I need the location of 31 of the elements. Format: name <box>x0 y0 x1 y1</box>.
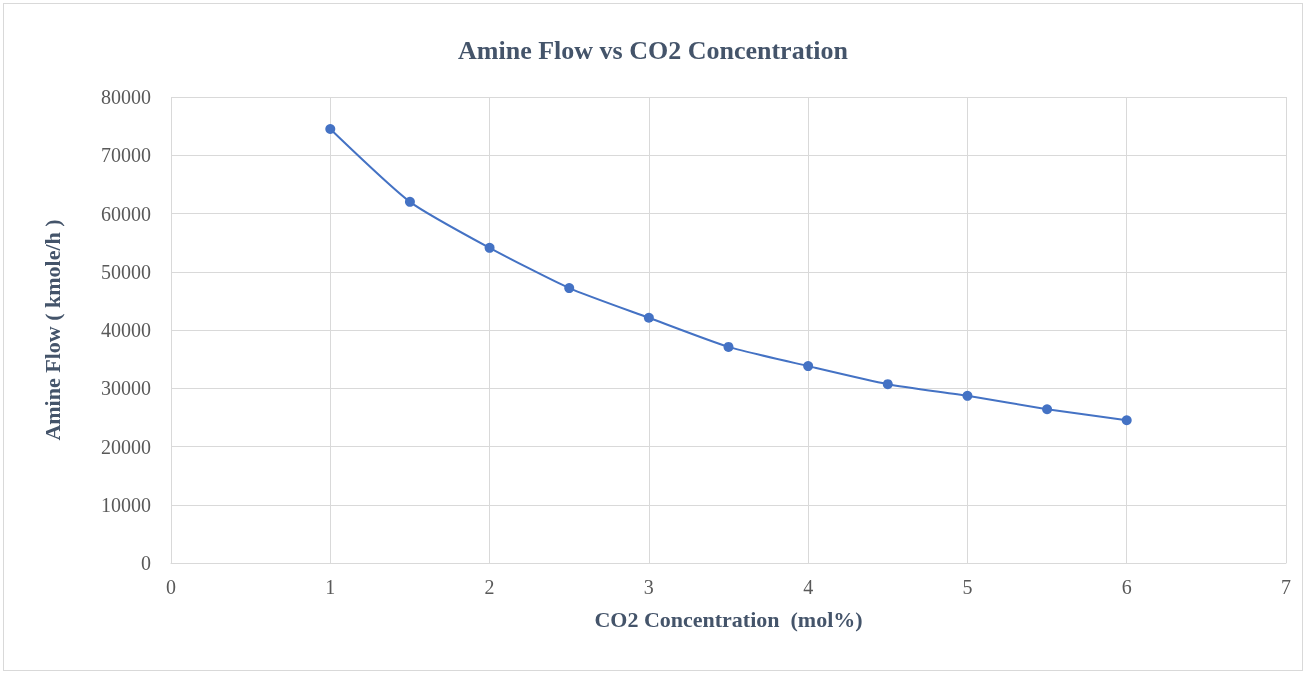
y-tick-label: 0 <box>141 552 151 574</box>
point <box>564 283 575 294</box>
point <box>882 379 893 390</box>
point <box>803 361 814 372</box>
point <box>404 196 415 207</box>
chart-title: Amine Flow vs CO2 Concentration <box>458 35 849 65</box>
point <box>723 341 734 352</box>
x-tick-label: 6 <box>1121 576 1132 598</box>
point <box>1042 404 1053 415</box>
point <box>1121 415 1132 426</box>
y-tick-label: 20000 <box>101 435 151 458</box>
y-tick-label: 10000 <box>101 493 151 516</box>
point <box>962 390 973 401</box>
y-tick-label: 60000 <box>101 202 151 225</box>
x-tick-label: 4 <box>803 576 814 598</box>
x-tick-label: 3 <box>643 576 654 598</box>
x-tick-label: 0 <box>166 576 176 598</box>
x-tick-label: 1 <box>325 576 336 598</box>
point <box>484 242 495 253</box>
point <box>643 312 654 323</box>
y-tick-label: 40000 <box>101 319 151 341</box>
y-tick-label: 30000 <box>101 377 151 400</box>
x-tick-label: 2 <box>484 576 495 598</box>
point <box>325 124 336 135</box>
y-tick-label: 80000 <box>101 86 151 108</box>
y-tick-label: 70000 <box>101 144 151 167</box>
y-tick-label: 50000 <box>101 260 151 283</box>
y-axis-title: Amine Flow ( kmole/h ) <box>39 219 65 441</box>
x-tick-label: 5 <box>962 576 973 598</box>
x-tick-label: 7 <box>1281 576 1291 598</box>
x-axis-title: CO2 Concentration (mol%) <box>594 606 863 632</box>
